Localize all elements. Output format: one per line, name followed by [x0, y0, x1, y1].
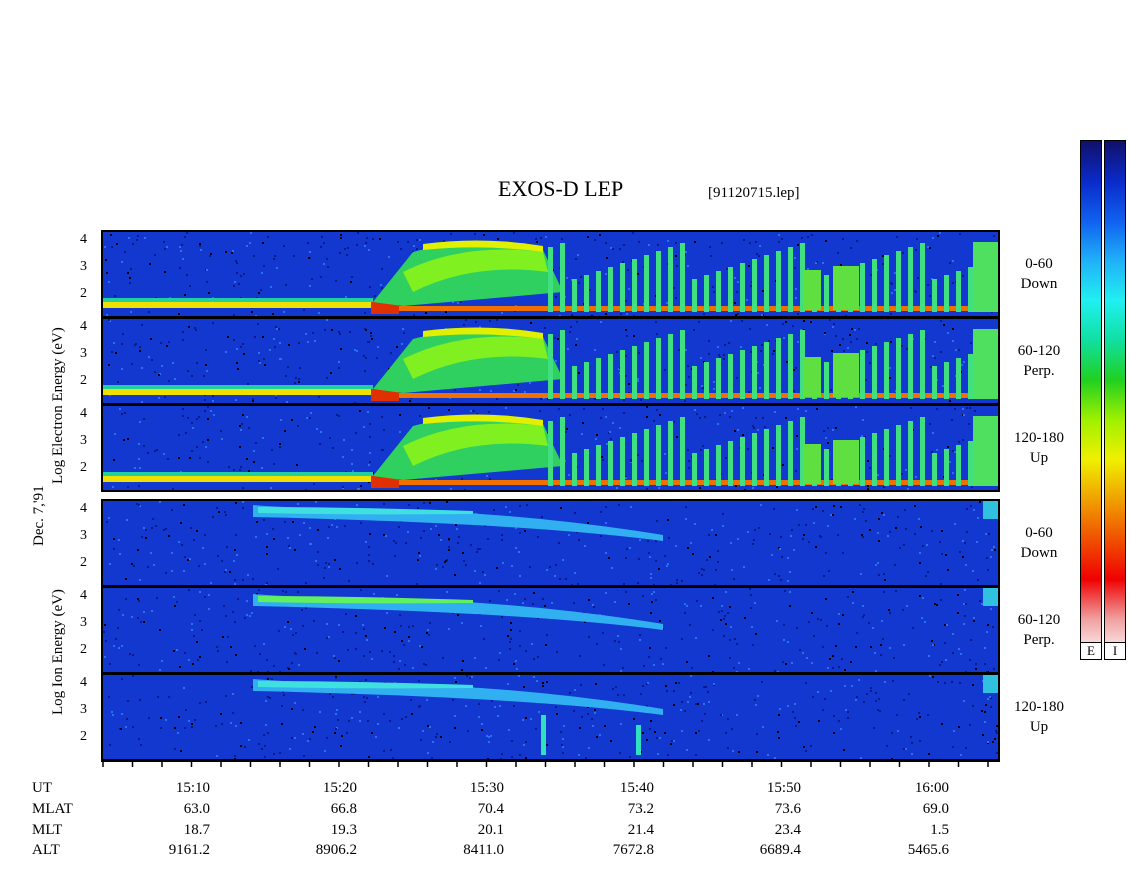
pitch-angle-label: 0-60 Down [1004, 254, 1074, 294]
time-axis [101, 760, 1000, 767]
alt-value: 5465.6 [907, 842, 949, 858]
y-tick-label: 4 [80, 675, 87, 690]
pitch-angle-label: 120-180 Up [1004, 697, 1074, 737]
mlt-label: MLT [32, 822, 63, 838]
ut-value: 15:10 [175, 780, 210, 796]
pitch-range: 60-120 [1017, 612, 1061, 628]
mlat-value: 73.2 [627, 801, 654, 817]
ion-colorbar [1104, 140, 1126, 660]
y-tick-label: 3 [80, 615, 87, 630]
pitch-angle-label: 60-120 Perp. [1004, 610, 1074, 650]
mlat-value: 73.6 [774, 801, 801, 817]
pitch-direction: Perp. [1023, 632, 1055, 648]
alt-value: 8411.0 [463, 842, 504, 858]
y-tick-label: 3 [80, 346, 87, 361]
mlt-value: 23.4 [774, 822, 801, 838]
pitch-range: 0-60 [1025, 525, 1053, 541]
mlat-value: 69.0 [922, 801, 949, 817]
y-tick-label: 2 [80, 286, 87, 301]
alt-value: 6689.4 [759, 842, 801, 858]
mlat-label: MLAT [32, 801, 73, 817]
colorbar-i-label: I [1104, 642, 1126, 660]
y-tick-label: 2 [80, 555, 87, 570]
y-tick-label: 2 [80, 729, 87, 744]
y-tick-label: 4 [80, 319, 87, 334]
y-tick-label: 3 [80, 433, 87, 448]
ut-value: 15:50 [766, 780, 801, 796]
date-label: Dec. 7,'91 [31, 485, 47, 546]
pitch-angle-label: 120-180 Up [1004, 428, 1074, 468]
pitch-angle-label: 0-60 Down [1004, 523, 1074, 563]
electron-y-label: Log Electron Energy (eV) [50, 327, 66, 484]
y-tick-label: 4 [80, 501, 87, 516]
ut-value: 15:20 [322, 780, 357, 796]
pitch-range: 0-60 [1025, 256, 1053, 272]
y-tick-label: 3 [80, 259, 87, 274]
colorbar-e-label: E [1080, 642, 1102, 660]
y-tick-label: 4 [80, 588, 87, 603]
alt-label: ALT [32, 842, 60, 858]
mlt-value: 1.5 [930, 822, 949, 838]
y-tick-label: 2 [80, 460, 87, 475]
ut-value: 15:40 [619, 780, 654, 796]
y-tick-label: 4 [80, 232, 87, 247]
y-tick-label: 3 [80, 528, 87, 543]
chart-title: EXOS-D LEP [498, 176, 624, 201]
pitch-direction: Down [1020, 545, 1058, 561]
panel-ion-4 [101, 586, 1000, 674]
pitch-range: 60-120 [1017, 343, 1061, 359]
pitch-angle-label: 60-120 Perp. [1004, 341, 1074, 381]
ut-value: 16:00 [914, 780, 949, 796]
ion-y-label: Log Ion Energy (eV) [50, 589, 66, 715]
panel-electron-1 [101, 317, 1000, 405]
mlat-value: 66.8 [330, 801, 357, 817]
pitch-direction: Perp. [1023, 363, 1055, 379]
y-tick-label: 4 [80, 406, 87, 421]
panel-ion-5 [101, 673, 1000, 761]
pitch-direction: Down [1020, 276, 1058, 292]
alt-value: 7672.8 [612, 842, 654, 858]
electron-colorbar [1080, 140, 1102, 660]
alt-value: 8906.2 [315, 842, 357, 858]
mlat-value: 63.0 [183, 801, 210, 817]
y-tick-label: 2 [80, 373, 87, 388]
ut-value: 15:30 [469, 780, 504, 796]
ut-label: UT [32, 780, 52, 796]
alt-value: 9161.2 [168, 842, 210, 858]
pitch-direction: Up [1029, 719, 1049, 735]
mlt-value: 19.3 [330, 822, 357, 838]
mlat-value: 70.4 [477, 801, 504, 817]
pitch-direction: Up [1029, 450, 1049, 466]
panel-electron-0 [101, 230, 1000, 318]
y-tick-label: 3 [80, 702, 87, 717]
mlt-value: 18.7 [183, 822, 210, 838]
mlt-value: 20.1 [477, 822, 504, 838]
y-tick-label: 2 [80, 642, 87, 657]
panel-electron-2 [101, 404, 1000, 492]
pitch-range: 120-180 [1014, 430, 1064, 446]
panel-ion-3 [101, 499, 1000, 587]
pitch-range: 120-180 [1014, 699, 1064, 715]
file-name: [91120715.lep] [708, 185, 800, 201]
mlt-value: 21.4 [627, 822, 654, 838]
